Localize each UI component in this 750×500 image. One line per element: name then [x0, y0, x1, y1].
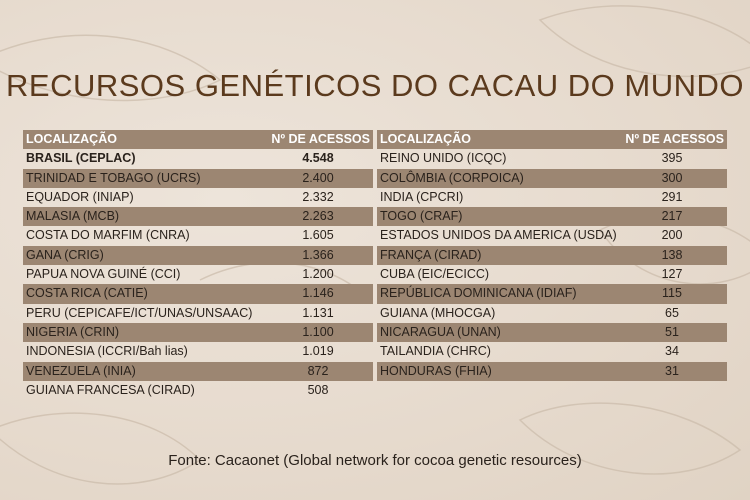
location-cell: INDONESIA (ICCRI/Bah lias): [26, 344, 188, 359]
accessions-cell: 1.131: [302, 305, 334, 320]
table-row: INDIA (CPCRI) 291: [377, 188, 727, 207]
accessions-cell: 395: [661, 151, 683, 166]
location-cell: REPÚBLICA DOMINICANA (IDIAF): [380, 286, 577, 301]
location-cell: BRASIL (CEPLAC): [26, 151, 136, 166]
location-cell: NIGERIA (CRIN): [26, 324, 120, 339]
table-row: REPÚBLICA DOMINICANA (IDIAF) 115: [377, 284, 727, 304]
location-cell: COSTA DO MARFIM (CNRA): [26, 228, 190, 243]
location-cell: PAPUA NOVA GUINÉ (CCI): [26, 267, 181, 282]
location-cell: LOCALIZAÇÃO: [26, 132, 117, 146]
location-cell: EQUADOR (INIAP): [26, 189, 134, 204]
accessions-cell: 872: [307, 363, 329, 378]
table-row: COLÔMBIA (CORPOICA) 300: [377, 168, 727, 188]
location-cell: NICARAGUA (UNAN): [380, 324, 501, 339]
accessions-cell: Nº DE ACESSOS: [625, 132, 724, 146]
table-row: CUBA (EIC/ECICC) 127: [377, 265, 727, 284]
location-cell: GUIANA FRANCESA (CIRAD): [26, 382, 195, 397]
accessions-cell: 217: [661, 209, 683, 224]
page-title: RECURSOS GENÉTICOS DO CACAU DO MUNDO: [6, 68, 744, 103]
table-row: REINO UNIDO (ICQC) 395: [377, 149, 727, 168]
table-row: EQUADOR (INIAP) 2.332: [23, 188, 373, 207]
table-row: MALASIA (MCB) 2.263: [23, 207, 373, 227]
table-row: NICARAGUA (UNAN) 51: [377, 322, 727, 343]
accessions-cell: 2.263: [302, 209, 334, 224]
location-cell: LOCALIZAÇÃO: [380, 132, 471, 146]
table-row: ESTADOS UNIDOS DA AMERICA (USDA) 200: [377, 226, 727, 245]
table-row: NIGERIA (CRIN) 1.100: [23, 322, 373, 343]
accessions-cell: 115: [662, 286, 682, 301]
table-row: PERU (CEPICAFE/ICT/UNAS/UNSAAC) 1.131: [23, 304, 373, 323]
accessions-cell: 138: [661, 247, 683, 262]
location-cell: VENEZUELA (INIA): [26, 363, 136, 378]
accessions-cell: 2.400: [302, 170, 334, 185]
location-cell: PERU (CEPICAFE/ICT/UNAS/UNSAAC): [26, 305, 253, 320]
accessions-cell: 1.146: [302, 286, 334, 301]
accessions-cell: 1.100: [302, 324, 334, 339]
accessions-cell: 1.200: [302, 267, 334, 282]
table-row: GUIANA (MHOCGA) 65: [377, 304, 727, 323]
accessions-cell: 1.605: [302, 228, 334, 243]
location-cell: INDIA (CPCRI): [380, 189, 464, 204]
accessions-cell: 31: [665, 363, 679, 378]
table-row: VENEZUELA (INIA) 872: [23, 361, 373, 381]
table-row: TRINIDAD E TOBAGO (UCRS) 2.400: [23, 168, 373, 188]
accessions-cell: 4.548: [302, 151, 334, 166]
location-cell: HONDURAS (FHIA): [380, 363, 492, 378]
table-row: COSTA RICA (CATIE) 1.146: [23, 284, 373, 304]
source-note: Fonte: Cacaonet (Global network for coco…: [168, 452, 582, 469]
table-row: TOGO (CRAF) 217: [377, 207, 727, 227]
location-cell: COSTA RICA (CATIE): [26, 286, 148, 301]
accessions-table-right: LOCALIZAÇÃO Nº DE ACESSOS REINO UNIDO (ICQ…: [377, 130, 727, 381]
location-cell: ESTADOS UNIDOS DA AMERICA (USDA): [380, 228, 617, 243]
table-row: TAILANDIA (CHRC) 34: [377, 342, 727, 361]
location-cell: TAILANDIA (CHRC): [380, 344, 491, 359]
table-row: INDONESIA (ICCRI/Bah lias) 1.019: [23, 342, 373, 361]
accessions-cell: 1.019: [302, 344, 334, 359]
accessions-cell: Nº DE ACESSOS: [271, 132, 370, 146]
table-row: GANA (CRIG) 1.366: [23, 245, 373, 266]
location-cell: TRINIDAD E TOBAGO (UCRS): [26, 170, 201, 185]
location-cell: COLÔMBIA (CORPOICA): [380, 170, 524, 185]
accessions-cell: 51: [665, 324, 679, 339]
accessions-cell: 2.332: [302, 189, 334, 204]
accessions-cell: 300: [661, 170, 683, 185]
location-cell: GUIANA (MHOCGA): [380, 305, 496, 320]
accessions-cell: 508: [307, 382, 329, 397]
table-row: HONDURAS (FHIA) 31: [377, 361, 727, 381]
table-row: PAPUA NOVA GUINÉ (CCI) 1.200: [23, 265, 373, 284]
accessions-table-left: LOCALIZAÇÃO Nº DE ACESSOS BRASIL (CEPLAC) 4…: [23, 130, 373, 400]
table-row: BRASIL (CEPLAC) 4.548: [23, 149, 373, 168]
location-cell: FRANÇA (CIRAD): [380, 247, 482, 262]
table-row: COSTA DO MARFIM (CNRA) 1.605: [23, 226, 373, 245]
accessions-cell: 200: [661, 228, 683, 243]
table-row: FRANÇA (CIRAD) 138: [377, 245, 727, 266]
accessions-cell: 65: [665, 305, 679, 320]
accessions-cell: 1.366: [302, 247, 334, 262]
location-cell: GANA (CRIG): [26, 247, 104, 262]
table-header: LOCALIZAÇÃO Nº DE ACESSOS: [23, 130, 373, 150]
accessions-cell: 291: [661, 189, 683, 204]
location-cell: TOGO (CRAF): [380, 209, 463, 224]
location-cell: MALASIA (MCB): [26, 209, 120, 224]
location-cell: REINO UNIDO (ICQC): [380, 151, 507, 166]
table-row: GUIANA FRANCESA (CIRAD) 508: [23, 381, 373, 400]
accessions-cell: 127: [661, 267, 683, 282]
accessions-cell: 34: [665, 344, 679, 359]
location-cell: CUBA (EIC/ECICC): [380, 267, 490, 282]
table-header: LOCALIZAÇÃO Nº DE ACESSOS: [377, 130, 727, 150]
